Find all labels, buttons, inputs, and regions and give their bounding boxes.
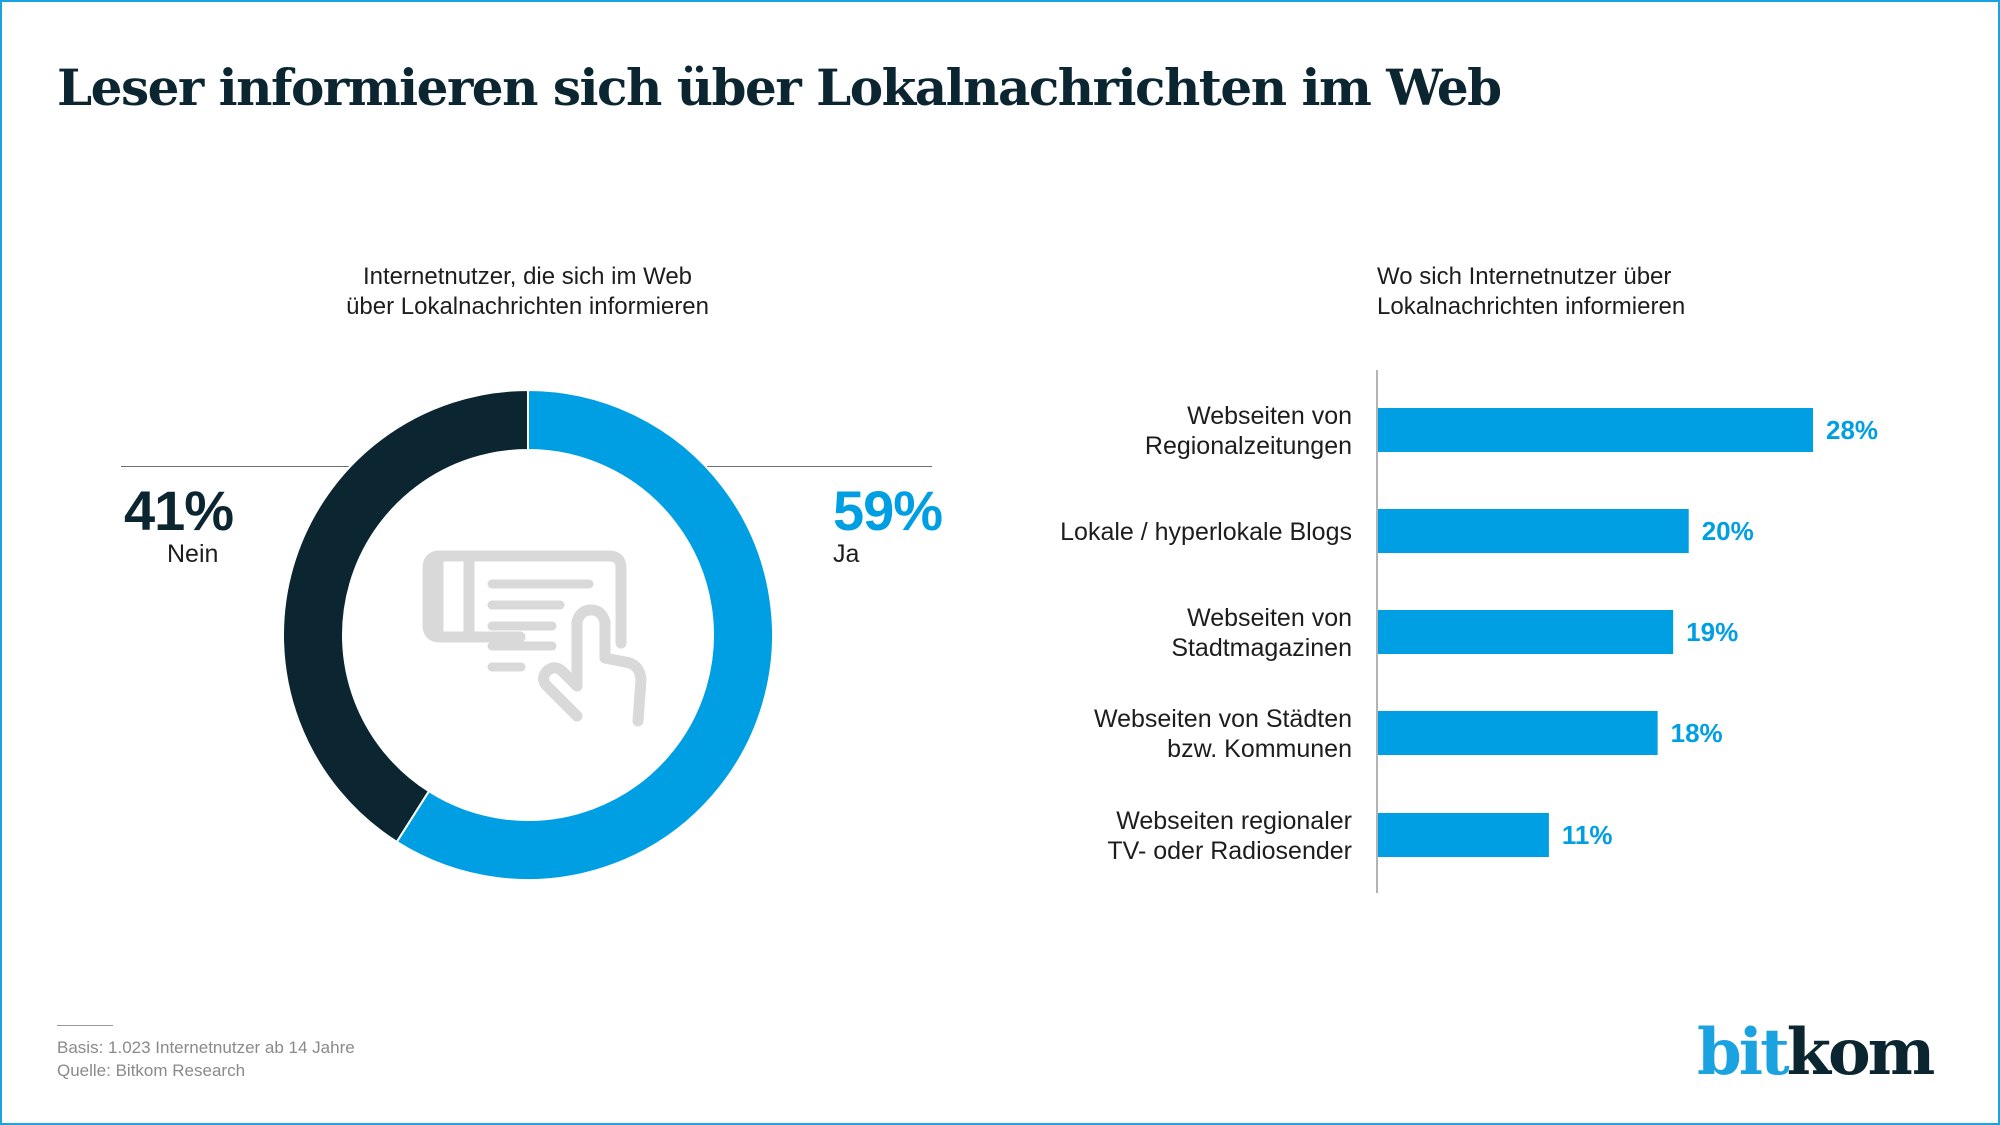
bar-1	[1378, 509, 1689, 553]
logo-part-bit: bit	[1697, 1015, 1790, 1090]
footnote-basis: Basis: 1.023 Internetnutzer ab 14 Jahre	[57, 1038, 355, 1057]
leader-line-ja	[707, 466, 932, 467]
bar-category-line: Webseiten von Städten	[1094, 705, 1352, 733]
donut-title-line-2: über Lokalnachrichten informieren	[346, 293, 709, 320]
bitkom-logo: bitkom	[1697, 1015, 1936, 1090]
donut-chart-title: Internetnutzer, die sich im Web über Lok…	[260, 262, 795, 322]
bar-category-line: TV- oder Radiosender	[1107, 837, 1352, 865]
bar-category-line: Regionalzeitungen	[1145, 432, 1352, 460]
bar-value-label-3: 18%	[1671, 718, 1723, 748]
footnote-divider	[57, 1025, 113, 1026]
footnote: Basis: 1.023 Internetnutzer ab 14 Jahre …	[57, 1036, 355, 1082]
bar-category-line: Webseiten von	[1187, 402, 1352, 430]
bar-chart-title: Wo sich Internetnutzer über Lokalnachric…	[1377, 262, 1827, 322]
bar-3	[1378, 711, 1658, 755]
bar-0	[1378, 408, 1813, 452]
bar-category-label-2: Webseiten von Stadtmagazinen	[1171, 604, 1352, 662]
donut-label-nein: Nein	[167, 540, 219, 568]
bar-category-label-1: Lokale / hyperlokale Blogs	[1060, 518, 1352, 546]
bar-4	[1378, 813, 1549, 857]
donut-slice-ja	[395, 388, 774, 881]
bar-title-line-1: Wo sich Internetnutzer über	[1377, 263, 1672, 290]
logo-part-kom: kom	[1786, 1015, 1936, 1090]
bar-value-label-0: 28%	[1826, 415, 1878, 445]
leader-line-nein	[121, 466, 349, 467]
donut-chart	[282, 388, 774, 881]
bar-category-line: Lokale / hyperlokale Blogs	[1060, 518, 1352, 546]
donut-title-line-1: Internetnutzer, die sich im Web	[362, 263, 693, 290]
bar-category-line: bzw. Kommunen	[1167, 735, 1352, 763]
donut-label-ja: Ja	[833, 540, 860, 568]
bar-value-label-1: 20%	[1702, 516, 1754, 546]
page-title: Leser informieren sich über Lokalnachric…	[57, 58, 1502, 117]
bar-category-line: Stadtmagazinen	[1171, 634, 1352, 662]
tablet-touch-news-icon	[422, 550, 647, 727]
bar-value-label-4: 11%	[1562, 820, 1613, 850]
bar-category-line: Webseiten regionaler	[1116, 807, 1352, 835]
bar-category-line: Webseiten von	[1187, 604, 1352, 632]
bar-category-label-0: Webseiten von Regionalzeitungen	[1145, 402, 1352, 460]
donut-value-nein: 41%	[124, 479, 234, 542]
bar-2	[1378, 610, 1674, 654]
bar-title-line-2: Lokalnachrichten informieren	[1377, 293, 1686, 320]
bar-category-label-3: Webseiten von Städten bzw. Kommunen	[1094, 705, 1352, 763]
bar-value-label-2: 19%	[1686, 617, 1738, 647]
footnote-source: Quelle: Bitkom Research	[57, 1061, 246, 1080]
bar-chart: 28%Webseiten von Regionalzeitungen20%Loka…	[1060, 370, 1878, 893]
donut-slice-nein	[282, 388, 529, 844]
bar-category-label-4: Webseiten regionaler TV- oder Radiosender	[1107, 807, 1352, 865]
donut-value-ja: 59%	[833, 479, 943, 542]
